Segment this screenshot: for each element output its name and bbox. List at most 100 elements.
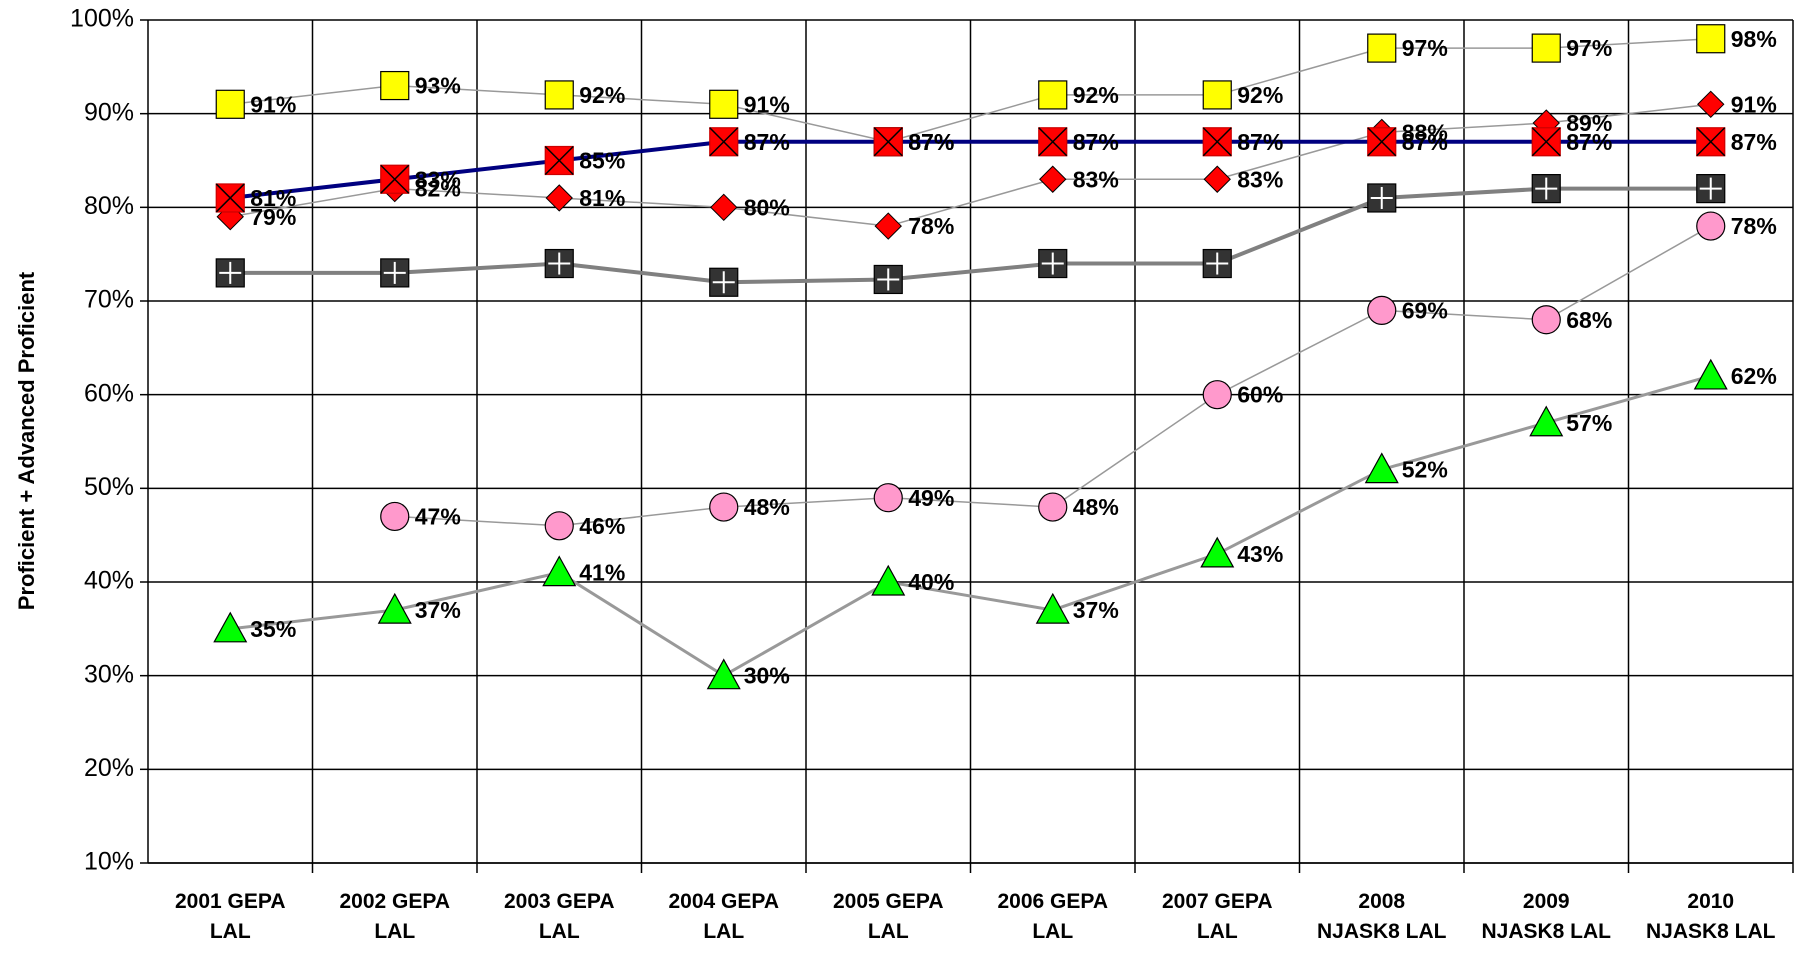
marker [1367, 33, 1397, 63]
y-tick-label: 50% [84, 473, 134, 501]
data-label: 91% [1731, 91, 1777, 117]
data-label: 79% [250, 204, 296, 230]
marker [1531, 174, 1561, 204]
marker-shape [544, 511, 574, 541]
data-label: 87% [1237, 129, 1283, 155]
marker [1038, 492, 1068, 522]
data-label: 87% [908, 129, 954, 155]
marker [709, 89, 739, 119]
marker-shape [1203, 165, 1231, 193]
data-label: 47% [415, 504, 461, 530]
marker-shape [1035, 592, 1070, 624]
marker-shape [1364, 452, 1399, 484]
data-label: 37% [415, 597, 461, 623]
series-line [230, 186, 1711, 285]
marker [1696, 211, 1726, 241]
marker [215, 258, 245, 288]
marker [709, 267, 739, 297]
data-label: 78% [908, 213, 954, 239]
data-label: 97% [1566, 35, 1612, 61]
marker-shape [706, 658, 741, 690]
marker [380, 501, 410, 532]
x-tick-label: 2009 NJASK8 LAL [1481, 890, 1612, 943]
data-label: 92% [579, 82, 625, 108]
marker-shape [874, 212, 902, 240]
data-label: 91% [744, 91, 790, 117]
marker [380, 164, 410, 194]
marker-shape [1202, 80, 1232, 110]
marker-cross [215, 183, 245, 213]
marker [545, 184, 573, 212]
data-label: 46% [579, 513, 625, 539]
marker [1203, 165, 1231, 193]
data-label: 49% [908, 485, 954, 511]
marker [1531, 305, 1561, 335]
data-label: 80% [744, 194, 790, 220]
marker-shape [1038, 80, 1068, 110]
marker [380, 70, 410, 101]
marker [1367, 127, 1397, 157]
y-tick-label: 10% [84, 848, 134, 876]
data-label: 43% [1237, 541, 1283, 567]
data-label: 92% [1073, 82, 1119, 108]
marker-shape [1697, 90, 1725, 119]
marker-cross [873, 127, 903, 157]
data-label: 88% [1402, 119, 1448, 145]
marker-shape [1696, 211, 1726, 241]
marker [215, 183, 245, 213]
data-label: 87% [1073, 129, 1119, 155]
marker-shape [542, 555, 577, 587]
y-axis-label: Proficient + Advanced Proficient [14, 271, 39, 610]
marker [1202, 80, 1232, 110]
marker [1367, 183, 1397, 213]
data-label: 87% [1402, 129, 1448, 155]
marker [873, 483, 903, 513]
data-label: 91% [250, 91, 296, 117]
data-label: 83% [1073, 166, 1119, 192]
marker [1697, 90, 1725, 119]
marker [710, 193, 738, 222]
marker [1529, 405, 1564, 437]
marker-shape [377, 592, 412, 624]
marker [544, 248, 574, 279]
marker-cross [1367, 127, 1397, 157]
data-label: 85% [579, 148, 625, 174]
marker [1202, 380, 1232, 410]
marker-cross [1696, 127, 1726, 157]
marker [1696, 127, 1726, 157]
marker-cross [709, 127, 739, 157]
marker [873, 264, 903, 295]
marker-shape [1696, 24, 1726, 54]
data-label: 83% [1237, 166, 1283, 192]
marker [1531, 127, 1561, 157]
marker [213, 611, 248, 643]
marker [1202, 127, 1232, 157]
y-tick-label: 70% [84, 286, 134, 314]
series-line [230, 37, 1711, 143]
marker [1038, 80, 1068, 110]
marker [380, 258, 410, 288]
x-tick-label: 2003 GEPA LAL [503, 890, 615, 943]
data-label: 87% [1731, 129, 1777, 155]
marker [1202, 248, 1232, 279]
data-label: 30% [744, 663, 790, 689]
x-tick-label: 2007 GEPA LAL [1161, 890, 1273, 943]
marker [377, 592, 412, 624]
marker [544, 80, 574, 110]
data-label: 37% [1073, 597, 1119, 623]
x-tick-label: 2004 GEPA LAL [668, 890, 779, 943]
x-tick-label: 2005 GEPA LAL [832, 890, 944, 943]
marker-shape [1200, 536, 1235, 568]
data-label: 83% [415, 166, 461, 192]
marker-shape [1531, 33, 1561, 63]
data-label: 48% [744, 494, 790, 520]
marker [1035, 592, 1070, 624]
data-label: 68% [1566, 307, 1612, 333]
data-label: 81% [579, 185, 625, 211]
marker-shape [215, 89, 245, 119]
data-label: 82% [415, 176, 461, 202]
marker [1039, 165, 1067, 193]
marker-shape [1693, 358, 1728, 390]
marker [709, 492, 739, 522]
